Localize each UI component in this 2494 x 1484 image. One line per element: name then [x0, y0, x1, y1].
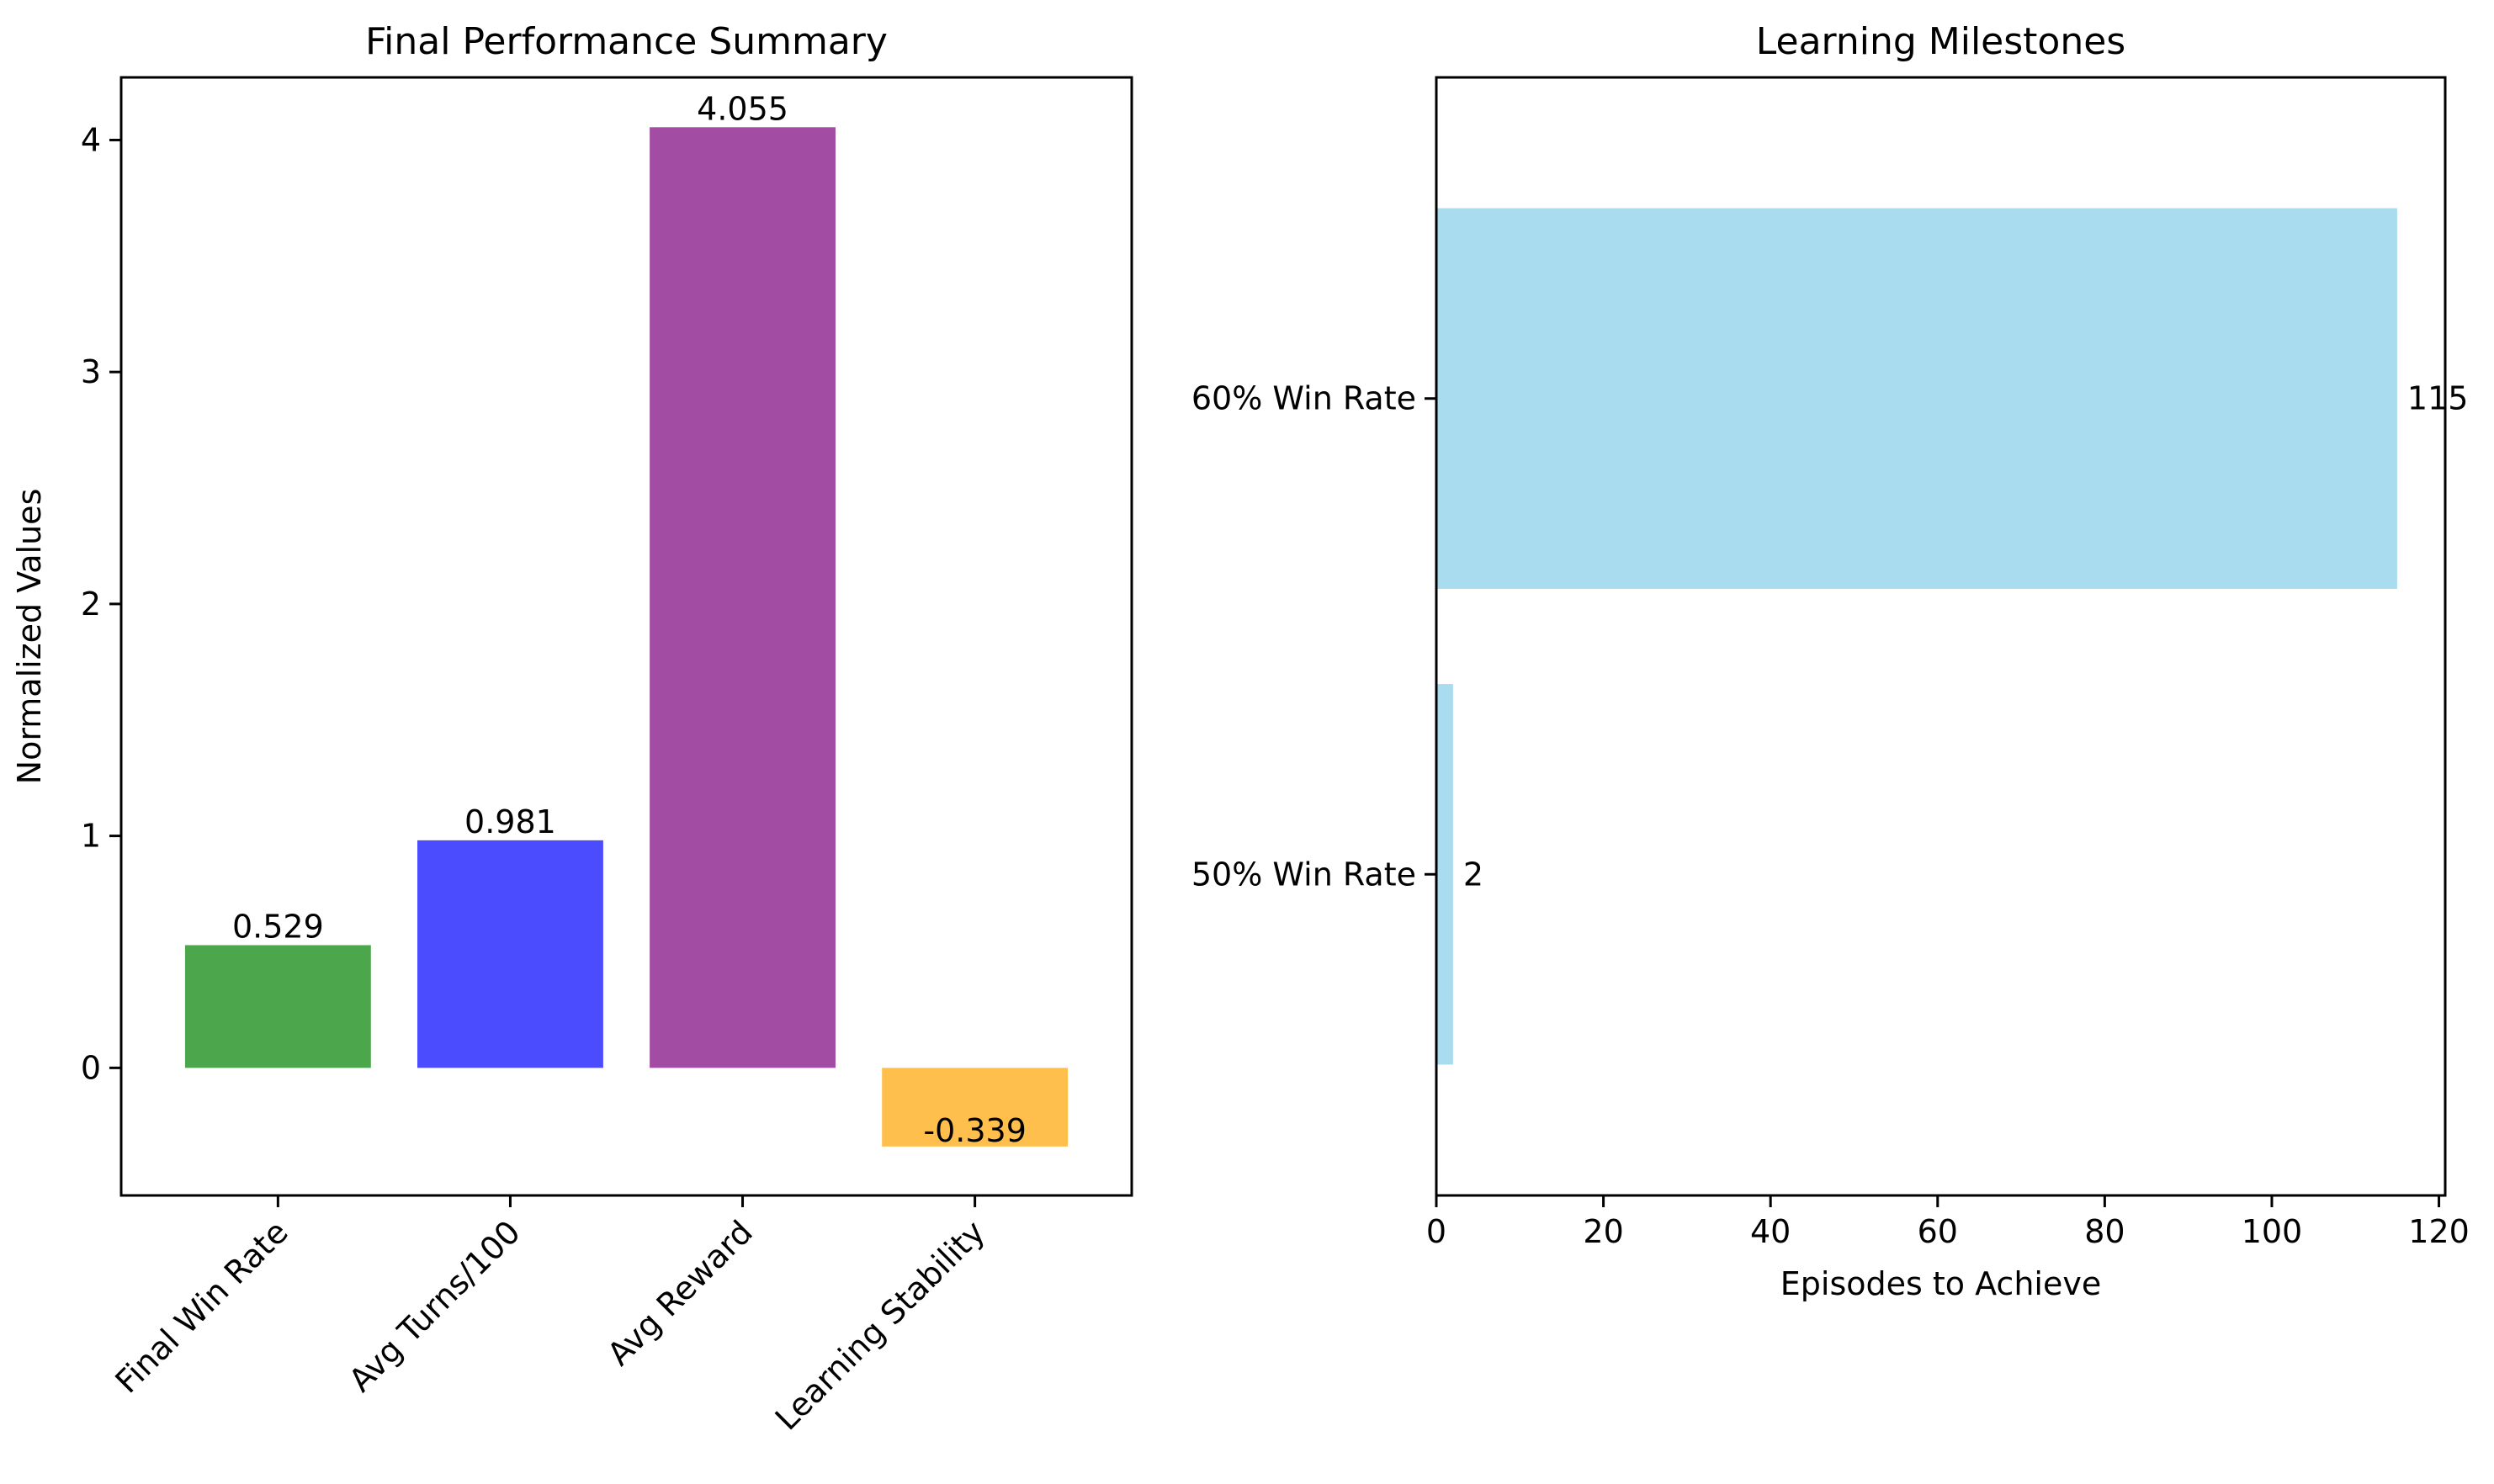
x-tick-label: 20 [1583, 1213, 1623, 1250]
chart-title: Learning Milestones [1756, 20, 2125, 63]
y-tick-label: 0 [81, 1049, 101, 1086]
plot-frame [1435, 76, 2447, 1197]
bar [882, 1068, 1069, 1147]
bar [1436, 684, 1453, 1065]
plot-frame [119, 76, 1133, 1197]
y-tick-label: 50% Win Rate [1191, 856, 1416, 893]
x-tick-label: 80 [2084, 1213, 2125, 1250]
bar-value-label: 0.981 [464, 803, 556, 840]
bar-value-label: 2 [1463, 856, 1483, 893]
y-tick-label: 4 [81, 121, 101, 158]
axis-ticks: 50% Win Rate 60% Win Rate 0 20 40 60 80 100 120 [1191, 380, 2470, 1250]
x-tick-label: 120 [2408, 1213, 2470, 1250]
x-tick-label: 40 [1750, 1213, 1791, 1250]
bar-value-labels: 2 115 [1463, 380, 2469, 893]
bar-value-labels: 0.529 0.981 4.055 -0.339 [232, 90, 1027, 1149]
bar [184, 945, 371, 1068]
bar [650, 127, 836, 1068]
bar-value-label: 4.055 [697, 90, 788, 127]
bar-value-label: -0.339 [923, 1112, 1027, 1149]
bar-value-label: 115 [2407, 380, 2469, 417]
bar [1436, 208, 2397, 589]
y-tick-label: 60% Win Rate [1191, 380, 1416, 417]
y-axis-label: Normalized Values [11, 489, 48, 785]
bar-group [184, 127, 1069, 1147]
y-tick-label: 1 [81, 818, 101, 855]
y-tick-label: 2 [81, 586, 101, 623]
bar-group [1436, 208, 2397, 1065]
bar-value-label: 0.529 [232, 908, 324, 945]
x-tick-label: 60 [1918, 1213, 1958, 1250]
x-tick-label: 100 [2242, 1213, 2303, 1250]
y-tick-label: 3 [81, 353, 101, 390]
bar [417, 840, 603, 1068]
learning-milestones-chart: Learning Milestones Episodes to Achieve … [1191, 20, 2470, 1302]
chart-title: Final Performance Summary [365, 20, 888, 63]
x-axis-label: Episodes to Achieve [1780, 1265, 2101, 1302]
x-tick-label: 0 [1426, 1213, 1446, 1250]
